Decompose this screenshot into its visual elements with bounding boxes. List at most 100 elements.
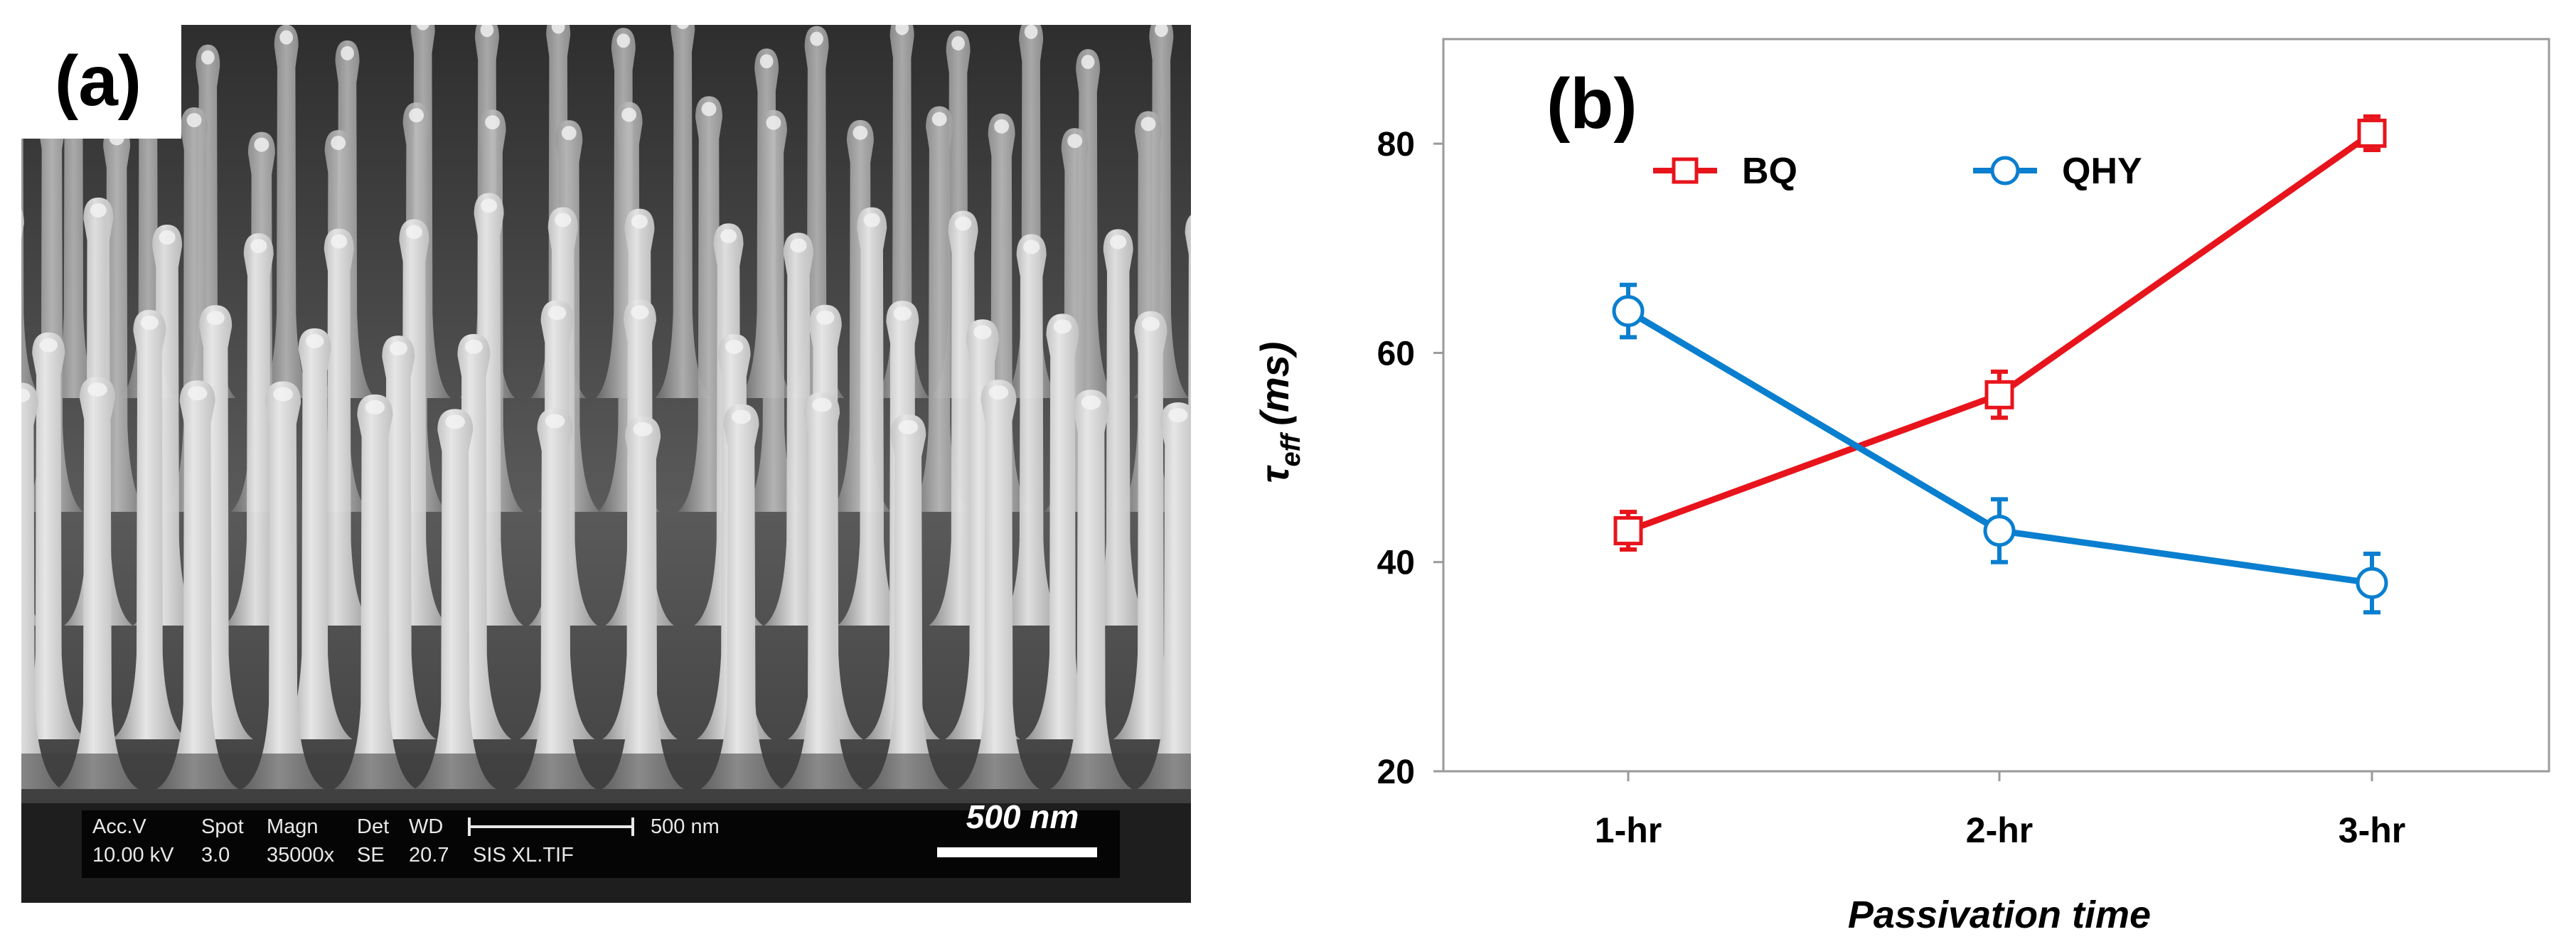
scale-bar-label: 500 nm (966, 798, 1079, 835)
nanowire-tip (464, 339, 483, 354)
nanowire-array (21, 25, 1208, 789)
nanowire-tip (931, 112, 947, 127)
nanowire-tip (616, 33, 631, 48)
sem-header-wd: WD (409, 815, 443, 838)
y-tick-label: 80 (1377, 126, 1415, 163)
nanowire-tip (186, 113, 202, 128)
plot-frame (1442, 38, 2550, 773)
nanowire (414, 409, 496, 789)
nanowire (258, 25, 314, 398)
sem-info-text: Acc.V Spot Magn Det WD 10.00 kV 3.0 3500… (92, 815, 720, 867)
series-qhy (1612, 282, 2388, 615)
nanowire (829, 119, 892, 512)
x-axis: 1-hr 2-hr 3-hr (1595, 771, 2405, 850)
nanowire-tip (39, 338, 58, 353)
nanowire-tip (633, 422, 653, 436)
nanowire-tip (810, 31, 823, 46)
sem-header-det: Det (357, 815, 389, 838)
legend-label: QHY (2062, 151, 2142, 192)
nanowire (1113, 311, 1189, 739)
nanowire (454, 193, 523, 626)
nanowire (380, 219, 449, 626)
legend-marker (1672, 157, 1699, 184)
nanowire-tip (621, 107, 637, 122)
nanowire-tip (1081, 395, 1101, 410)
nanowire-tip (816, 310, 835, 325)
nanowire-tip (1023, 240, 1040, 254)
nanowire (1050, 390, 1133, 789)
legend-item-qhy: QHY (1973, 151, 2142, 192)
nanowire-tip (341, 45, 354, 60)
nanowire-tip (853, 125, 868, 140)
sem-value-wd: 20.7 (409, 844, 449, 867)
nanowire-tip (1024, 25, 1038, 39)
nanowire-tip (306, 333, 324, 348)
nanowire (304, 228, 374, 626)
sem-value-magn: 35000x (267, 844, 335, 867)
panel-label-box (21, 25, 181, 139)
x-tick-label: 1-hr (1595, 810, 1662, 850)
nanowire (602, 416, 684, 789)
nanowire (837, 207, 907, 626)
sem-header-magn: Magn (267, 815, 319, 838)
nanowire-tip (720, 229, 737, 244)
sem-value-file: SIS XL.TIF (473, 844, 574, 867)
nanowire-tip (405, 225, 422, 240)
nanowire-tip (676, 25, 689, 30)
nanowire-tip (445, 414, 466, 429)
y-axis-label: τeff (ms) (1252, 342, 1306, 483)
nanowire-tip (409, 108, 424, 123)
nanowire (224, 233, 294, 626)
nanowire (789, 26, 845, 398)
nanowire-tip (812, 397, 832, 412)
nanowire (1084, 229, 1153, 626)
nanowire-tip (895, 25, 909, 36)
nanowire (46, 25, 102, 398)
nanowire (21, 332, 87, 739)
nanowire-tip (1110, 235, 1127, 250)
nanowire (970, 113, 1033, 513)
nanowire-tip (416, 25, 429, 31)
y-axis-label-symbol: τ (1252, 464, 1297, 483)
nanowire-tip (21, 388, 31, 403)
nanowire-tip (631, 305, 649, 320)
nanowire-tip (90, 203, 107, 218)
nanowire-tip (331, 136, 346, 151)
nanowire (867, 414, 949, 789)
nanowire (436, 333, 512, 739)
nanowire-tip (1192, 218, 1208, 232)
nanowire-tip (551, 25, 565, 34)
nanowire (21, 382, 62, 789)
x-tick-label: 3-hr (2339, 810, 2405, 850)
nanowire-tip (955, 216, 972, 231)
nanowire-tip (766, 115, 781, 130)
nanowire-tip (1168, 408, 1188, 423)
nanowire (764, 232, 833, 626)
nanowire-tip (254, 137, 269, 152)
nanowire (156, 380, 239, 789)
data-point (1984, 380, 2014, 409)
nanowire-tip (701, 102, 717, 117)
sem-value-accv: 10.00 kV (92, 844, 174, 867)
nanowire (56, 377, 139, 789)
nanowire-tip (988, 385, 1009, 400)
data-point (1613, 516, 1643, 546)
nanowire-tip (1155, 25, 1168, 37)
nanowire (874, 25, 930, 398)
sem-info-bar (82, 810, 1120, 878)
nanowire (180, 44, 236, 399)
nanowire-tip (547, 306, 567, 321)
nanowire (178, 305, 254, 739)
nanowire-tip (863, 213, 880, 227)
nanowire (277, 328, 353, 739)
nanowire-tip (1081, 55, 1095, 70)
nanowire-tip (480, 25, 494, 38)
nanowire (1003, 25, 1059, 398)
nanowire (112, 309, 188, 739)
nanowire-tip (273, 387, 293, 402)
nanowire (21, 106, 83, 512)
nanowire-tip (87, 382, 107, 397)
scale-bar (937, 847, 1097, 857)
nanowire-tip (725, 339, 744, 354)
nanowire (242, 381, 324, 789)
